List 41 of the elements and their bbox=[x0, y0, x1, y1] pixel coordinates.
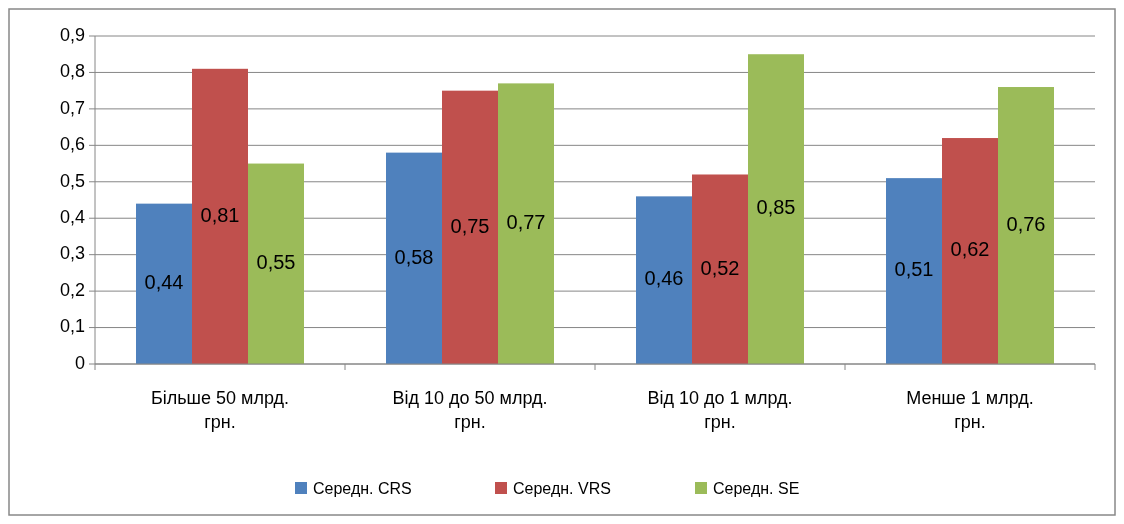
bar bbox=[498, 83, 554, 364]
bar bbox=[886, 178, 942, 364]
y-tick-label: 0,4 bbox=[59, 206, 85, 227]
bar bbox=[636, 196, 692, 364]
data-label: 0,62 bbox=[950, 238, 990, 261]
bar bbox=[136, 203, 192, 364]
y-tick-label: 0,5 bbox=[59, 170, 85, 191]
data-label: 0,52 bbox=[700, 256, 740, 279]
data-label: 0,76 bbox=[1006, 212, 1046, 235]
y-tick-label: 0,7 bbox=[59, 97, 85, 118]
bar bbox=[748, 54, 804, 364]
data-label: 0,77 bbox=[506, 210, 546, 233]
y-tick-label: 0,1 bbox=[59, 316, 85, 337]
data-label: 0,44 bbox=[144, 271, 184, 294]
bar bbox=[192, 68, 248, 364]
bar bbox=[692, 174, 748, 364]
bar bbox=[942, 138, 998, 364]
x-tick-label: Від 10 до 1 млрд. грн. bbox=[647, 388, 793, 432]
bar bbox=[386, 152, 442, 364]
y-tick-label: 0,8 bbox=[59, 61, 85, 82]
y-tick-label: 0 bbox=[74, 352, 85, 373]
bar bbox=[248, 163, 304, 364]
x-tick-label: Від 10 до 50 млрд. грн. bbox=[392, 388, 548, 432]
bar bbox=[998, 87, 1054, 364]
y-tick-label: 0,9 bbox=[59, 24, 85, 45]
data-label: 0,81 bbox=[200, 203, 240, 226]
y-tick-label: 0,6 bbox=[59, 134, 85, 155]
x-tick-label: Більше 50 млрд. грн. bbox=[150, 388, 290, 432]
data-label: 0,75 bbox=[450, 214, 490, 237]
data-label: 0,46 bbox=[644, 267, 684, 290]
data-label: 0,51 bbox=[894, 258, 934, 281]
legend-label: Середн. SE bbox=[713, 480, 800, 497]
data-label: 0,58 bbox=[394, 245, 434, 268]
legend-label: Середн. CRS bbox=[313, 480, 412, 497]
bar bbox=[442, 90, 498, 364]
data-label: 0,55 bbox=[256, 251, 296, 274]
data-label: 0,85 bbox=[756, 196, 796, 219]
y-tick-label: 0,3 bbox=[59, 243, 85, 264]
legend-label: Середн. VRS bbox=[513, 480, 611, 497]
x-tick-label: Менше 1 млрд. грн. bbox=[906, 388, 1034, 432]
y-tick-label: 0,2 bbox=[59, 279, 85, 300]
